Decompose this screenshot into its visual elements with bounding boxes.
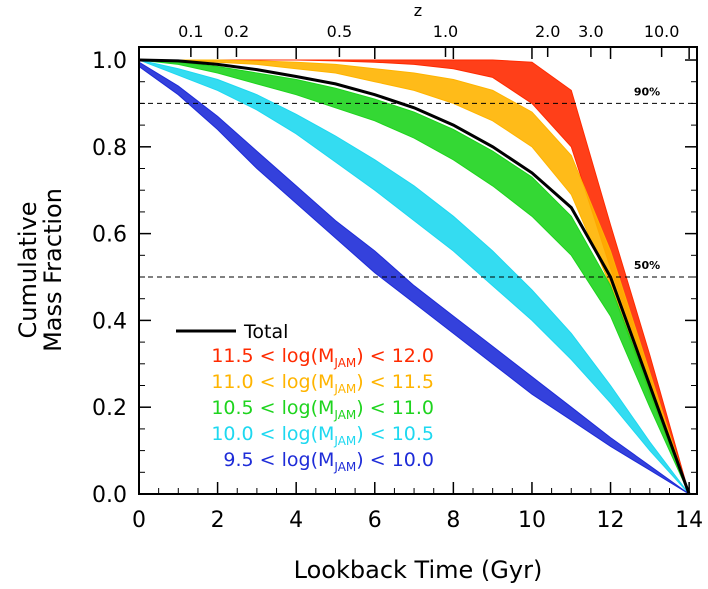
x-tick-label: 8	[446, 508, 460, 533]
left-axis: 0.0 0.2 0.4 0.6 0.8 1.0	[92, 49, 697, 508]
reference-line-label-1: 90%	[634, 85, 660, 98]
reference-line-label-2: 50%	[634, 259, 660, 272]
top-tick-label: 0.1	[178, 22, 203, 41]
y-tick-label: 0.6	[92, 223, 127, 248]
x-tick-label: 14	[675, 508, 703, 533]
legend-series-label-1: 11.5 < log(MJAM) < 12.0	[211, 345, 434, 370]
reference-lines: 90% 50%	[139, 85, 697, 278]
y-tick-label: 0.8	[92, 136, 127, 161]
y-axis-title-line1: Cumulative	[14, 202, 42, 339]
x-tick-label: 10	[518, 508, 546, 533]
x-tick-label: 6	[368, 508, 382, 533]
legend-series-label-4: 10.0 < log(MJAM) < 10.5	[211, 423, 434, 448]
band-series-2	[139, 59, 690, 494]
legend-series-label-5: 9.5 < log(MJAM) < 10.0	[223, 449, 434, 474]
top-tick-label: 1.0	[433, 22, 458, 41]
x-tick-label: 2	[211, 508, 225, 533]
y-tick-label: 0.0	[92, 483, 127, 508]
y-tick-label: 0.2	[92, 396, 127, 421]
top-tick-label: 0.2	[224, 22, 249, 41]
band-series-1	[139, 59, 690, 494]
band-series-4	[139, 59, 690, 494]
top-tick-label: 0.5	[327, 22, 352, 41]
x-axis-title: Lookback Time (Gyr)	[294, 556, 543, 584]
y-tick-label: 0.4	[92, 309, 127, 334]
x-tick-label: 12	[597, 508, 625, 533]
top-tick-label: 2.0	[535, 22, 560, 41]
band-series-5	[139, 61, 690, 494]
y-tick-label: 1.0	[92, 49, 127, 74]
total-line-layer	[139, 58, 691, 494]
x-tick-label: 0	[132, 508, 146, 533]
x-tick-label: 4	[289, 508, 303, 533]
total-line	[139, 58, 691, 494]
top-tick-label: 10.0	[644, 22, 680, 41]
legend-series-label-2: 11.0 < log(MJAM) < 11.5	[211, 371, 434, 396]
top-redshift-axis: 0.1 0.2 0.5 1.0 2.0 3.0 10.0	[178, 22, 679, 57]
bottom-axis: 0 2 4 6 8 10 12 14	[132, 47, 703, 533]
y-axis-title-line2: Mass Fraction	[39, 188, 67, 352]
legend-total-label: Total	[243, 321, 288, 343]
plot-frame	[138, 46, 698, 495]
y-axis-title: Cumulative Mass Fraction	[14, 188, 67, 352]
top-tick-label: 3.0	[578, 22, 603, 41]
top-axis-title: z	[414, 1, 422, 20]
legend-series-label-3: 10.5 < log(MJAM) < 11.0	[211, 397, 434, 422]
